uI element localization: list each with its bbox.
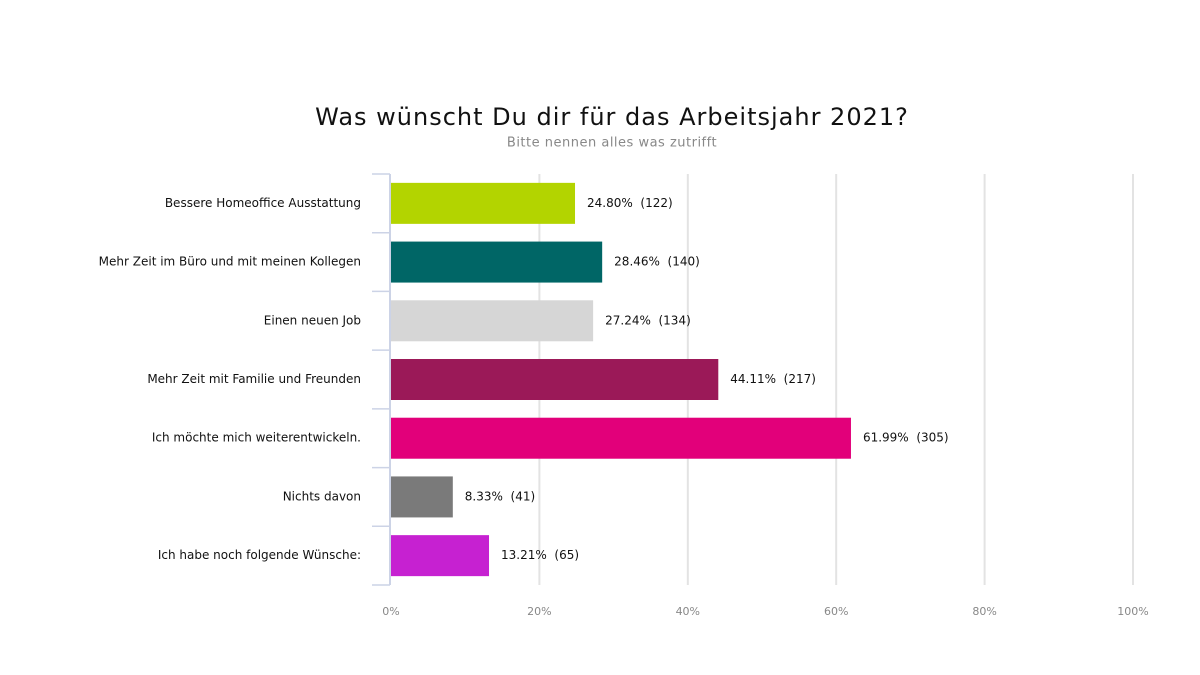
x-tick-label: 80% [972,605,996,618]
data-label: 61.99% (305) [863,431,949,445]
data-label: 27.24% (134) [605,313,691,327]
bar [391,359,719,400]
bar [391,417,851,459]
chart-subtitle: Bitte nennen alles was zutrifft [507,136,717,151]
y-tick-label: Mehr Zeit mit Familie und Freunden [147,372,361,386]
y-tick-label: Ich möchte mich weiterentwickeln. [152,431,361,445]
y-tick-label: Nichts davon [283,489,361,503]
data-label: 24.80% (122) [587,196,673,210]
data-label: 13.21% (65) [501,548,579,562]
data-label: 28.46% (140) [614,255,700,269]
x-tick-label: 0% [382,605,399,618]
bar [391,476,453,518]
bar [391,241,603,283]
bar [391,182,576,224]
y-tick-label: Ich habe noch folgende Wünsche: [158,548,361,562]
x-tick-label: 40% [676,605,700,618]
bar [391,535,490,577]
chart-title: Was wünscht Du dir für das Arbeitsjahr 2… [315,103,909,131]
y-tick-label: Mehr Zeit im Büro und mit meinen Kollege… [99,255,361,269]
data-label: 44.11% (217) [730,372,816,386]
data-label: 8.33% (41) [465,489,535,503]
bar [391,300,594,342]
x-tick-label: 100% [1117,605,1148,618]
x-tick-label: 20% [527,605,551,618]
y-tick-label: Einen neuen Job [264,313,361,327]
x-tick-label: 60% [824,605,848,618]
y-tick-label: Bessere Homeoffice Ausstattung [165,196,361,210]
